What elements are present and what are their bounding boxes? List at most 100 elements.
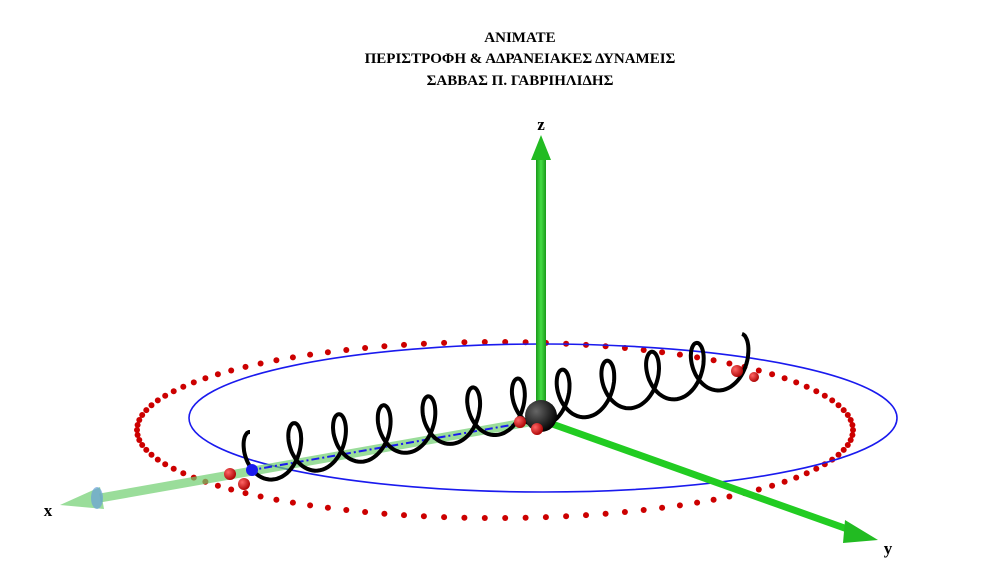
orbit-dot: [307, 351, 314, 358]
orbit-dot: [289, 499, 296, 506]
orbit-dot: [401, 512, 407, 519]
orbit-dot: [461, 514, 468, 521]
orbit-dot: [769, 371, 776, 378]
orbit-dot: [401, 341, 407, 348]
orbit-dot: [420, 340, 427, 347]
orbit-dot: [835, 402, 842, 409]
orbit-dot: [214, 371, 221, 378]
orbit-dot: [170, 388, 177, 395]
orbit-dot: [324, 504, 331, 511]
orbit-dot: [769, 482, 776, 489]
ball: [731, 365, 743, 377]
orbit-dot: [343, 347, 350, 353]
axis-label: y: [884, 539, 893, 558]
orbit-dot: [242, 490, 249, 497]
orbit-dot: [242, 363, 249, 370]
orbit-dot: [502, 339, 509, 345]
orbit-dot: [381, 343, 388, 350]
orbit-dot: [710, 357, 717, 364]
title-line: ΠΕΡΙΣΤΡΟΦΗ & ΑΔΡΑΝΕΙΑΚΕΣ ΔΥΝΑΜΕΙΣ: [365, 51, 676, 67]
ball: [749, 372, 759, 382]
orbit-dot: [502, 515, 509, 521]
orbit-dot: [420, 513, 427, 520]
orbit-dot: [481, 515, 488, 521]
y-arrow: [843, 520, 878, 543]
orbit-dot: [840, 446, 847, 453]
orbit-dot: [694, 354, 701, 361]
orbit-dot: [143, 446, 150, 453]
orbit-dot: [273, 496, 280, 503]
orbit-dot: [148, 402, 155, 409]
orbit-dot: [148, 451, 155, 458]
orbit-dot: [840, 407, 847, 414]
orbit-dot: [162, 461, 169, 468]
orbit-dot: [583, 512, 589, 519]
orbit-dot: [289, 354, 296, 361]
title-line: ANIMATE: [484, 30, 555, 46]
orbit-dot: [343, 507, 350, 513]
orbit-dot: [481, 339, 488, 345]
orbit-dot: [793, 379, 800, 386]
orbit-dot: [710, 496, 717, 503]
orbit-dot: [136, 437, 143, 443]
orbit-dot: [563, 513, 570, 520]
axis-label: x: [44, 501, 53, 520]
orbit-dot: [143, 407, 150, 414]
orbit-dot: [136, 417, 143, 423]
orbit-dot: [849, 432, 856, 438]
orbit-dot: [228, 367, 235, 374]
orbit-dot: [273, 357, 280, 364]
orbit-dot: [829, 397, 836, 404]
orbit-dot: [228, 486, 235, 493]
orbit-dot: [154, 397, 161, 404]
orbit-dot: [726, 360, 733, 367]
orbit-dot: [694, 499, 701, 506]
orbit-dot: [821, 392, 828, 399]
orbit-dot: [139, 412, 146, 418]
orbit-dot: [522, 514, 529, 521]
orbit-dot: [170, 465, 177, 472]
orbit-dot: [813, 388, 820, 395]
orbit-dot: [813, 465, 820, 472]
orbit-dot: [139, 442, 146, 448]
title-line: ΣΑΒΒΑΣ Π. ΓΑΒΡΙΗΛΙΔΗΣ: [427, 73, 614, 89]
orbit-dot: [324, 349, 331, 356]
orbit-dot: [190, 379, 197, 386]
orbit-dot: [726, 493, 733, 500]
orbit-dot: [847, 417, 854, 423]
orbit-dot: [381, 510, 388, 517]
orbit-dot: [202, 375, 209, 382]
ball: [531, 423, 543, 435]
x-arrow-base: [91, 487, 103, 509]
orbit-dot: [755, 367, 762, 374]
orbit-dot: [257, 360, 264, 367]
orbit-dot: [676, 351, 683, 358]
mass: [246, 464, 258, 476]
orbit-dot: [362, 509, 369, 515]
orbit-dot: [134, 432, 141, 438]
z-arrow: [531, 135, 551, 160]
orbit-dot: [162, 392, 169, 399]
orbit-dot: [154, 456, 161, 463]
orbit-dot: [134, 427, 140, 433]
orbit-dot: [180, 383, 187, 390]
y-axis: [539, 416, 852, 534]
ball: [238, 478, 250, 490]
orbit-dot: [659, 504, 666, 511]
orbit-dot: [134, 422, 141, 428]
orbit-dot: [781, 375, 788, 382]
orbit-dot: [849, 422, 856, 428]
orbit-dot: [640, 507, 647, 513]
orbit-dot: [676, 502, 683, 509]
orbit-dot: [803, 383, 810, 390]
orbit-dot: [307, 502, 314, 509]
orbit-dot: [850, 427, 856, 433]
orbit-dot: [755, 486, 762, 493]
orbit-dot: [781, 478, 788, 485]
axis-label: z: [537, 115, 545, 134]
orbit-dot: [844, 442, 851, 448]
orbit-dot: [803, 470, 810, 477]
orbit-dot: [640, 347, 647, 353]
ball: [224, 468, 236, 480]
